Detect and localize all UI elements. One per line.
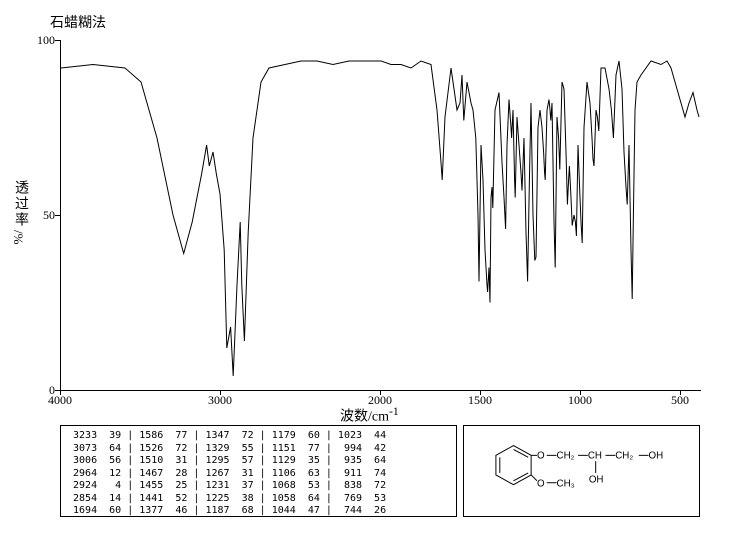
peak-table: 3233 39 | 1586 77 | 1347 72 | 1179 60 | … bbox=[60, 425, 457, 517]
spectrum-chart bbox=[60, 40, 701, 391]
x-axis-label: 波数/cm-1 bbox=[340, 405, 399, 426]
xtick-500: 500 bbox=[660, 393, 700, 408]
ytick-50: 50 bbox=[25, 208, 55, 223]
ytick-100: 100 bbox=[25, 33, 55, 48]
svg-text:CH₂: CH₂ bbox=[615, 450, 633, 461]
molecule-structure: O CH₂ CH CH₂ OH OH O CH₃ bbox=[463, 425, 700, 517]
chart-title: 石蜡糊法 bbox=[50, 12, 106, 32]
xtick-1500: 1500 bbox=[460, 393, 500, 408]
spectrum-line bbox=[61, 40, 701, 390]
svg-text:OH: OH bbox=[649, 450, 664, 461]
y-axis-label-sub: /% bbox=[10, 230, 26, 244]
svg-text:CH: CH bbox=[588, 450, 602, 461]
svg-text:O: O bbox=[537, 450, 545, 461]
svg-text:CH₃: CH₃ bbox=[557, 479, 575, 490]
xtick-1000: 1000 bbox=[560, 393, 600, 408]
xtick-4000: 4000 bbox=[40, 393, 80, 408]
svg-text:CH₂: CH₂ bbox=[557, 450, 575, 461]
svg-text:OH: OH bbox=[589, 475, 604, 486]
svg-text:O: O bbox=[537, 479, 545, 490]
xtick-3000: 3000 bbox=[200, 393, 240, 408]
